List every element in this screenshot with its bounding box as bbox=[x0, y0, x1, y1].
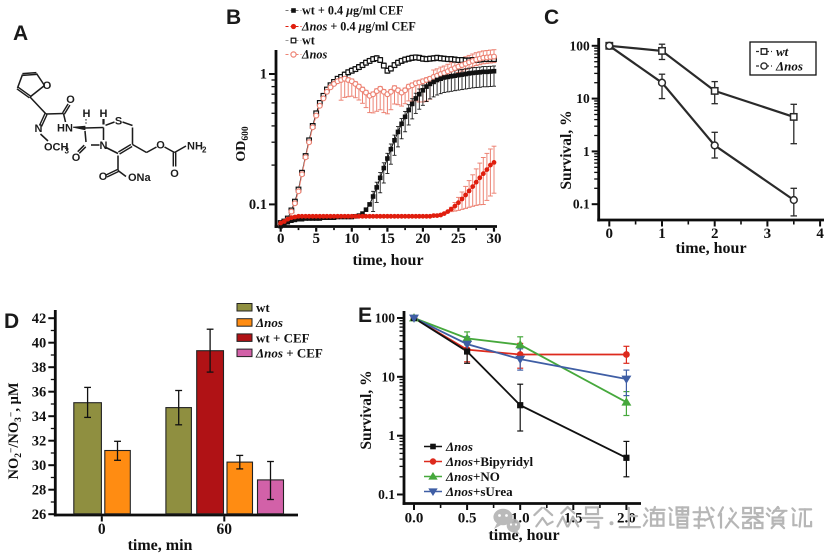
svg-text:E: E bbox=[358, 304, 372, 327]
svg-text:wt: wt bbox=[302, 34, 315, 48]
svg-text:B: B bbox=[226, 6, 241, 29]
svg-text:100: 100 bbox=[375, 311, 396, 326]
svg-text:3: 3 bbox=[65, 147, 70, 156]
svg-text:3: 3 bbox=[764, 226, 772, 242]
svg-text:10: 10 bbox=[382, 369, 396, 384]
svg-text:Δnos+Bipyridyl: Δnos+Bipyridyl bbox=[445, 454, 533, 469]
svg-text:0.1: 0.1 bbox=[573, 197, 590, 212]
svg-text:5: 5 bbox=[312, 231, 320, 247]
svg-text:time, min: time, min bbox=[128, 537, 193, 554]
svg-text:42: 42 bbox=[32, 311, 47, 327]
svg-text:0.1: 0.1 bbox=[249, 197, 267, 213]
svg-text:wt: wt bbox=[776, 44, 789, 59]
svg-text:D: D bbox=[4, 310, 19, 333]
svg-text:C: C bbox=[544, 6, 559, 29]
svg-text:Δnos: Δnos bbox=[445, 439, 473, 454]
svg-text:HN: HN bbox=[57, 123, 73, 135]
svg-text:Survival, %: Survival, % bbox=[558, 110, 575, 189]
svg-text:wt + CEF: wt + CEF bbox=[256, 330, 310, 345]
svg-text:Δnos+sUrea: Δnos+sUrea bbox=[445, 484, 513, 499]
svg-text:4: 4 bbox=[816, 226, 824, 242]
svg-text:Δnos + CEF: Δnos + CEF bbox=[255, 346, 323, 361]
svg-text:60: 60 bbox=[217, 521, 233, 538]
svg-text:time, hour: time, hour bbox=[352, 252, 423, 269]
svg-text:O: O bbox=[156, 140, 165, 152]
svg-text:H: H bbox=[83, 108, 91, 120]
svg-text:25: 25 bbox=[451, 231, 466, 247]
svg-text:wt: wt bbox=[256, 300, 270, 315]
svg-text:O: O bbox=[66, 94, 75, 106]
svg-text:0.1: 0.1 bbox=[378, 487, 395, 502]
svg-text:30: 30 bbox=[32, 458, 47, 474]
svg-text:OD600: OD600 bbox=[234, 126, 251, 162]
svg-text:N: N bbox=[35, 123, 43, 135]
svg-text:30: 30 bbox=[487, 231, 502, 247]
svg-text:S: S bbox=[115, 116, 122, 128]
svg-text:0.5: 0.5 bbox=[458, 511, 477, 527]
svg-text:15: 15 bbox=[380, 231, 395, 247]
svg-text:ONa: ONa bbox=[128, 172, 152, 184]
svg-text:34: 34 bbox=[32, 409, 47, 425]
svg-text:10: 10 bbox=[344, 231, 359, 247]
svg-text:20: 20 bbox=[415, 231, 430, 247]
svg-text:wt + 0.4 μg/ml CEF: wt + 0.4 μg/ml CEF bbox=[302, 4, 403, 18]
svg-text:Δnos: Δnos bbox=[301, 48, 328, 62]
svg-text:OCH: OCH bbox=[44, 142, 69, 154]
svg-text:2: 2 bbox=[202, 146, 207, 155]
svg-text:1: 1 bbox=[583, 144, 590, 159]
svg-text:36: 36 bbox=[32, 385, 47, 401]
svg-text:1: 1 bbox=[260, 67, 267, 83]
svg-text:1: 1 bbox=[658, 226, 666, 242]
svg-text:40: 40 bbox=[32, 336, 47, 352]
svg-text:Δnos: Δnos bbox=[255, 315, 283, 330]
svg-text:O: O bbox=[72, 152, 81, 164]
svg-text:time, hour: time, hour bbox=[675, 240, 746, 257]
svg-text:38: 38 bbox=[32, 360, 47, 376]
svg-text:0: 0 bbox=[98, 521, 106, 538]
svg-text:0: 0 bbox=[606, 226, 614, 242]
svg-text:O: O bbox=[43, 80, 52, 92]
svg-text:1: 1 bbox=[388, 428, 395, 443]
svg-text:NH: NH bbox=[187, 141, 203, 153]
svg-text:Δnos+NO: Δnos+NO bbox=[445, 469, 500, 484]
svg-text:Survival, %: Survival, % bbox=[358, 370, 375, 449]
svg-text:26: 26 bbox=[32, 507, 47, 523]
svg-text:2: 2 bbox=[711, 226, 719, 242]
svg-text:N: N bbox=[100, 140, 108, 152]
svg-text:100: 100 bbox=[569, 38, 590, 53]
svg-text:O: O bbox=[170, 168, 179, 180]
svg-text:time, hour: time, hour bbox=[488, 527, 559, 544]
svg-text:2.0: 2.0 bbox=[617, 511, 636, 527]
svg-text:Δnos + 0.4 μg/ml CEF: Δnos + 0.4 μg/ml CEF bbox=[301, 20, 416, 34]
svg-text:Δnos: Δnos bbox=[775, 59, 803, 74]
svg-text:O: O bbox=[99, 171, 108, 183]
svg-text:28: 28 bbox=[32, 483, 47, 499]
svg-text:32: 32 bbox=[32, 434, 47, 450]
svg-text:0.0: 0.0 bbox=[405, 511, 424, 527]
svg-text:0: 0 bbox=[277, 231, 285, 247]
svg-text:NO2−/NO3−, μM: NO2−/NO3−, μM bbox=[6, 382, 24, 479]
svg-text:H: H bbox=[100, 108, 108, 120]
svg-text:A: A bbox=[13, 22, 28, 45]
svg-text:10: 10 bbox=[576, 91, 590, 106]
